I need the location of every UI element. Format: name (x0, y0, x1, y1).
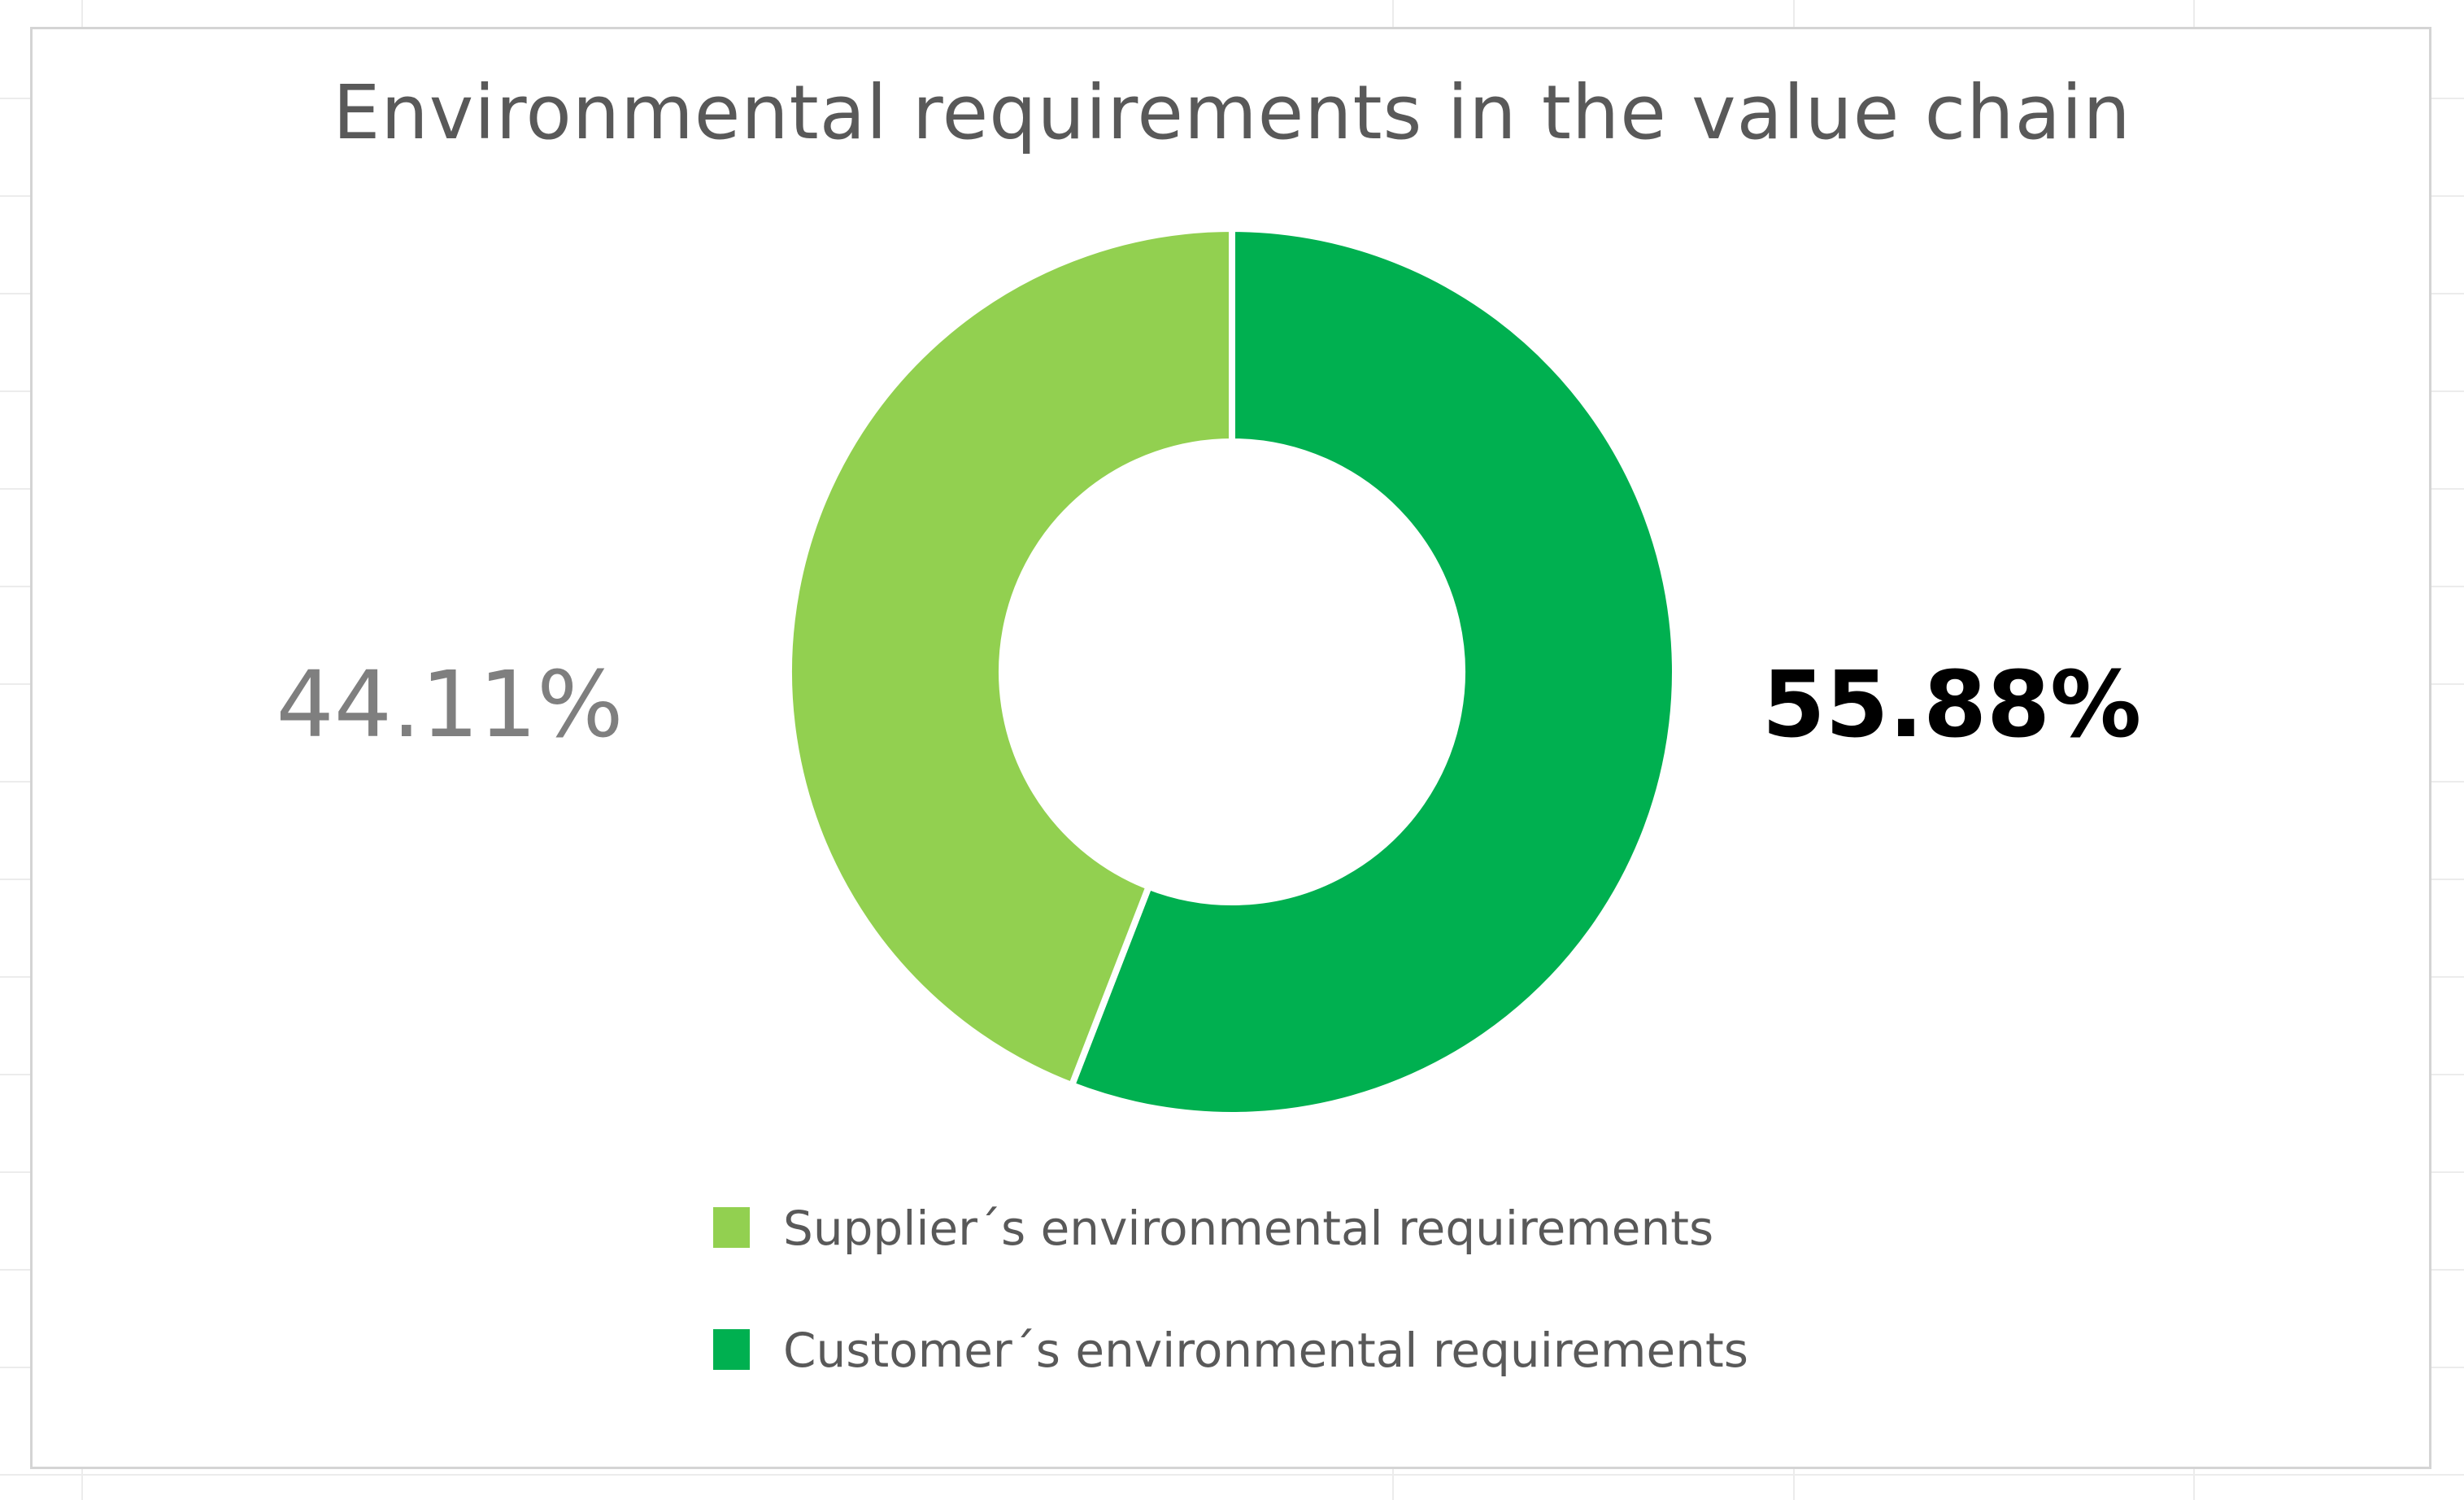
data-labels: 55.88% 44.11% (276, 652, 2141, 758)
legend-swatch (713, 1329, 750, 1370)
sheet-gridline (0, 1474, 2464, 1476)
donut-slices (786, 225, 1678, 1118)
chart-title: Environmental requirements in the value … (333, 69, 2131, 156)
legend-swatch (713, 1207, 750, 1248)
donut-slice-supplier-s-environmental-requirements[interactable] (786, 225, 1235, 1090)
legend-item-supplier-s-environmental-requirements[interactable]: Supplier´s environmental requirements (713, 1201, 1713, 1256)
donut-slice-customer-s-environmental-requirements[interactable] (1067, 225, 1678, 1118)
legend-label: Supplier´s environmental requirements (783, 1201, 1713, 1256)
data-label-supplier-s-environmental-requirements: 44.11% (276, 652, 623, 758)
legend-item-customer-s-environmental-requirements[interactable]: Customer´s environmental requirements (713, 1323, 1748, 1378)
legend[interactable]: Supplier´s environmental requirements Cus… (713, 1201, 1748, 1378)
data-label-customer-s-environmental-requirements: 55.88% (1762, 652, 2141, 758)
legend-label: Customer´s environmental requirements (783, 1323, 1748, 1378)
